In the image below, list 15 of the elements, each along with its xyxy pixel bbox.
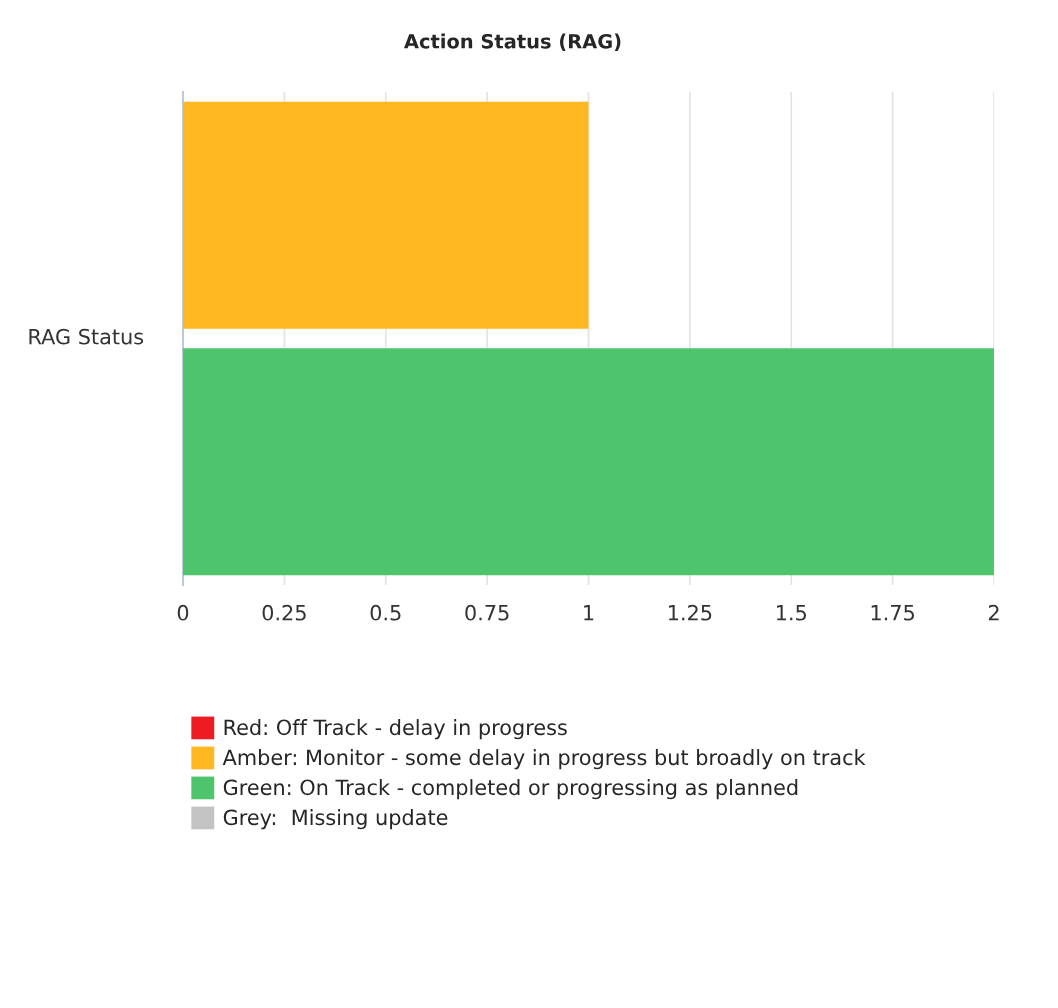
legend-label: Red: Off Track - delay in progress [224,719,567,740]
x-tick-label: 0.5 [370,604,401,621]
x-tick-label: 0.25 [262,604,306,621]
x-tick-label: 0 [177,604,189,621]
legend-label: Amber: Monitor - some delay in progress but broadly on track [222,749,866,770]
legend-label: Grey: Missing update [223,809,448,830]
x-tick-label: 1.75 [871,605,914,621]
y-axis-title: RAG Status [29,328,144,345]
x-tick-label: 0.75 [465,604,509,621]
chart-title: Action Status (RAG) [404,33,621,51]
x-tick-label: 1 [584,605,594,621]
x-tick-label: 2 [988,604,999,621]
x-tick-label: 1.5 [776,605,806,621]
legend-label: Green: On Track - completed or progressing as planned [223,779,798,800]
x-tick-label: 1.25 [668,604,712,621]
